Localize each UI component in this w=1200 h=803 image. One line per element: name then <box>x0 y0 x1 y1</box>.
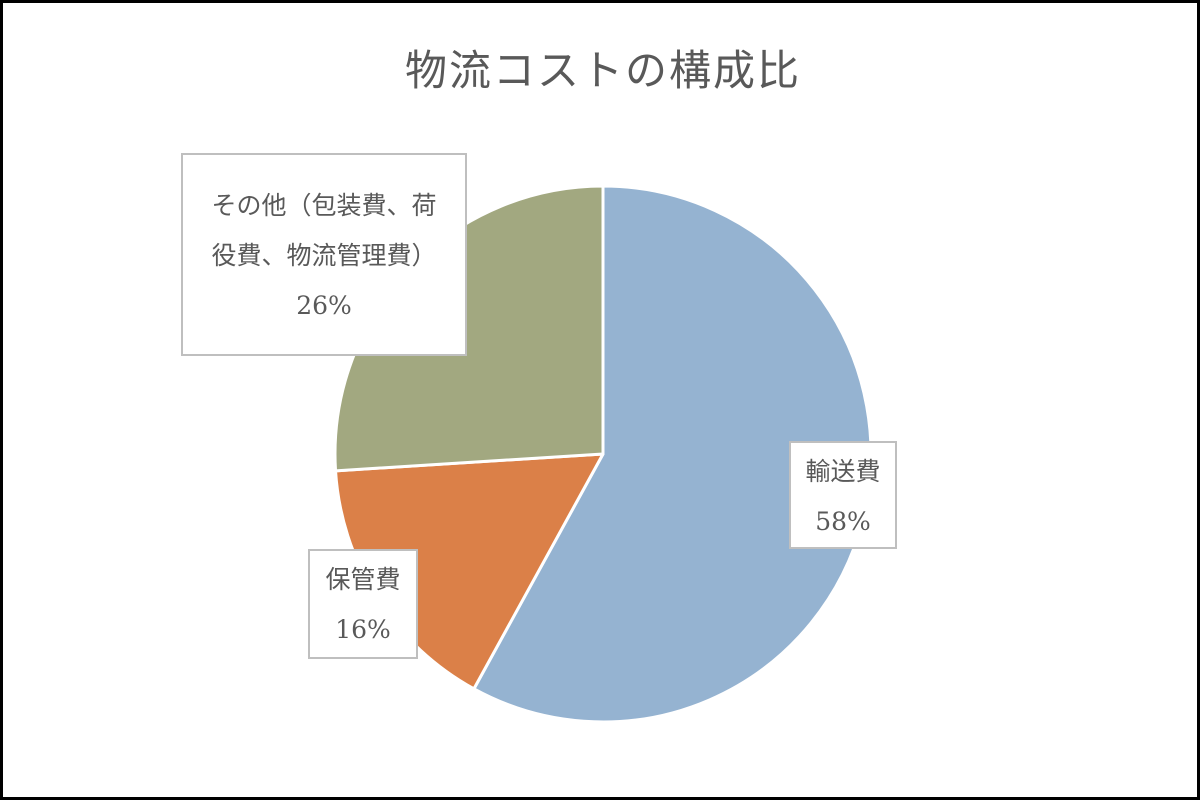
data-label-storage: 保管費 16% <box>308 549 418 659</box>
data-label-other-name-line1: その他（包装費、荷 <box>211 191 437 220</box>
data-label-transport-percent: 58% <box>815 507 871 536</box>
data-label-other-percent: 26% <box>296 291 352 320</box>
data-label-transport: 輸送費 58% <box>789 441 897 549</box>
data-label-other-name-line2: 役費、物流管理費） <box>211 241 437 270</box>
data-label-other: その他（包装費、荷 役費、物流管理費） 26% <box>181 153 467 356</box>
data-label-storage-name: 保管費 <box>325 565 401 594</box>
data-label-transport-name: 輸送費 <box>805 457 881 486</box>
pie-chart <box>333 184 873 724</box>
chart-title: 物流コストの構成比 <box>404 46 801 95</box>
data-label-storage-percent: 16% <box>335 615 391 644</box>
